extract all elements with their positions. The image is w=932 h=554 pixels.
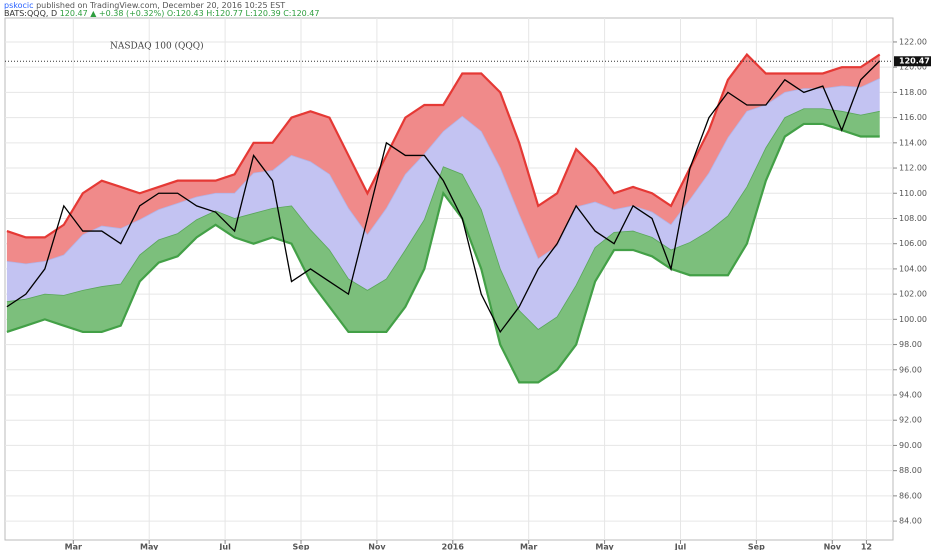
y-tick-label: 90.00: [899, 441, 922, 450]
header-line-2: BATS:QQQ, D 120.47 ▲ +0.38 (+0.32%) O:12…: [4, 9, 319, 18]
y-tick-label: 106.00: [899, 239, 927, 248]
x-tick-label: 12: [861, 543, 872, 551]
series-line: [6, 78, 880, 265]
y-tick-label: 98.00: [899, 340, 922, 349]
y-tick-label: 108.00: [899, 214, 927, 223]
x-tick-label: May: [140, 543, 159, 551]
x-tick-label: Mar: [520, 543, 537, 551]
header-line-1: pskocic published on TradingView.com, De…: [4, 1, 285, 10]
band-fill: [6, 78, 880, 330]
x-tick-label: Nov: [368, 543, 386, 551]
band-fill: [6, 108, 880, 383]
last-price-label: 120.47: [899, 57, 930, 66]
y-tick-label: 110.00: [899, 189, 927, 198]
x-tick-label: Nov: [824, 543, 842, 551]
y-tick-label: 102.00: [899, 290, 927, 299]
series-line: [6, 108, 880, 330]
x-tick-label: Jul: [218, 543, 231, 551]
x-tick-label: Jul: [674, 543, 687, 551]
x-tick-label: May: [595, 543, 614, 551]
y-tick-label: 122.00: [899, 37, 927, 46]
last-price-tag: [894, 56, 931, 67]
author: pskocic: [4, 1, 34, 10]
ohlc: O:120.43 H:120.77 L:120.39 C:120.47: [167, 9, 320, 18]
y-tick-label: 114.00: [899, 138, 927, 147]
series-line: [6, 60, 881, 334]
published: published on TradingView.com, December 2…: [36, 1, 285, 10]
y-tick-label: 118.00: [899, 88, 927, 97]
y-tick-label: 96.00: [899, 365, 922, 374]
series-line: [6, 52, 881, 239]
y-tick-label: 86.00: [899, 491, 922, 500]
y-tick-label: 104.00: [899, 264, 927, 273]
x-tick-label: 2016: [442, 543, 465, 551]
y-tick-label: 100.00: [899, 315, 927, 324]
symbol: BATS:QQQ, D: [4, 9, 57, 18]
series-line: [6, 122, 880, 384]
y-tick-label: 112.00: [899, 164, 927, 173]
y-tick-label: 116.00: [899, 113, 927, 122]
band-fill: [6, 54, 880, 264]
y-tick-label: 88.00: [899, 466, 922, 475]
y-tick-label: 84.00: [899, 517, 922, 526]
plot: 84.00 86.00 88.00 90.00 92.00 94.00 96.00 98.00…: [4, 17, 931, 552]
y-tick-label: 94.00: [899, 391, 922, 400]
x-tick-label: Sep: [293, 543, 310, 551]
quote: 120.47 ▲ +0.38 (+0.32%): [60, 9, 165, 18]
x-tick-label: Mar: [65, 543, 82, 551]
chart-title: NASDAQ 100 (QQQ): [110, 41, 204, 52]
x-tick-label: Sep: [748, 543, 765, 551]
y-tick-label: 120.00: [899, 63, 927, 72]
y-tick-label: 92.00: [899, 416, 922, 425]
